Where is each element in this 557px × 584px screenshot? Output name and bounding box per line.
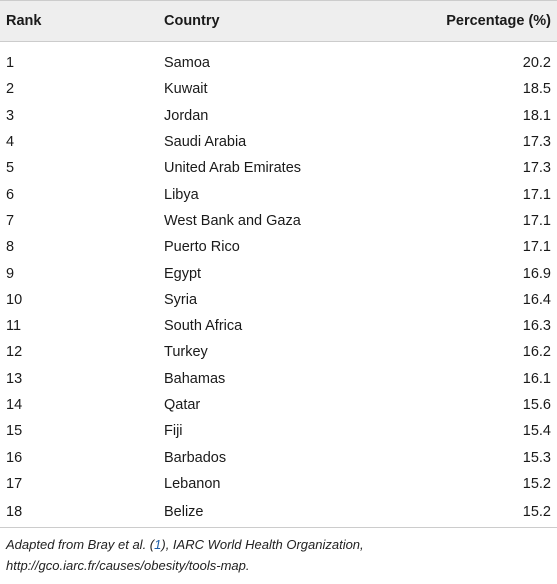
cell-percentage: 15.4 xyxy=(522,423,551,440)
table-header-row: Rank Country Percentage (%) xyxy=(0,0,557,42)
table-row: 3 Jordan 18.1 xyxy=(0,103,557,129)
cell-percentage: 16.2 xyxy=(522,344,551,361)
table-row: 5 United Arab Emirates 17.3 xyxy=(0,155,557,181)
table-row: 11 South Africa 16.3 xyxy=(0,313,557,339)
cell-rank: 9 xyxy=(6,265,15,282)
table-row: 13 Bahamas 16.1 xyxy=(0,366,557,392)
cell-rank: 14 xyxy=(6,397,23,413)
obesity-ranking-table: Rank Country Percentage (%) 1 Samoa 20.2 2 K… xyxy=(0,0,557,529)
cell-rank: 11 xyxy=(6,318,22,335)
cell-country: Kuwait xyxy=(164,81,208,98)
table-row: 9 Egypt 16.9 xyxy=(0,260,557,286)
cell-country: Fiji xyxy=(164,423,183,440)
cell-rank: 17 xyxy=(6,475,23,492)
cell-country: West Bank and Gaza xyxy=(164,212,301,229)
table-footnote: Adapted from Bray et al. (1), IARC World… xyxy=(6,534,551,576)
table-row: 1 Samoa 20.2 xyxy=(0,42,557,77)
table-row: 8 Puerto Rico 17.1 xyxy=(0,234,557,260)
table-body: 1 Samoa 20.2 2 Kuwait 18.5 3 Jordan 18.1 4 Saudi A… xyxy=(0,42,557,529)
table-row: 2 Kuwait 18.5 xyxy=(0,76,557,102)
header-rank: Rank xyxy=(0,0,164,42)
cell-country: Belize xyxy=(164,497,364,529)
cell-country: Turkey xyxy=(164,344,208,361)
cell-rank: 6 xyxy=(6,186,15,203)
table-row: 12 Turkey 16.2 xyxy=(0,339,557,365)
cell-percentage: 17.3 xyxy=(522,160,551,177)
cell-country: South Africa xyxy=(164,318,243,335)
table-row: 15 Fiji 15.4 xyxy=(0,418,557,444)
cell-percentage: 18.5 xyxy=(522,81,551,98)
cell-rank: 16 xyxy=(6,449,23,466)
cell-rank: 12 xyxy=(6,344,23,361)
cell-percentage: 16.3 xyxy=(522,318,551,335)
cell-percentage: 16.1 xyxy=(522,370,551,387)
footnote-prefix: Adapted from Bray et al. ( xyxy=(6,537,155,552)
cell-percentage: 17.3 xyxy=(522,134,551,151)
cell-country: Puerto Rico xyxy=(164,239,240,256)
cell-percentage: 15.2 xyxy=(364,497,557,529)
cell-country: Syria xyxy=(164,291,198,308)
cell-country: Egypt xyxy=(164,265,202,282)
cell-percentage: 20.2 xyxy=(522,55,551,72)
cell-rank: 15 xyxy=(6,423,23,440)
cell-rank: 3 xyxy=(6,107,15,124)
cell-percentage: 16.9 xyxy=(522,265,551,282)
cell-percentage: 17.1 xyxy=(522,186,551,203)
cell-rank: 8 xyxy=(6,239,15,256)
table-row: 16 Barbados 15.3 xyxy=(0,444,557,470)
header-percentage: Percentage (%) xyxy=(364,0,557,42)
cell-country: Lebanon xyxy=(164,475,221,492)
footnote-suffix: ), IARC World Health Organization, http:… xyxy=(6,537,364,573)
cell-country: Bahamas xyxy=(164,370,226,387)
cell-percentage: 17.1 xyxy=(522,239,551,256)
cell-percentage: 15.3 xyxy=(522,449,551,466)
table-row: 17 Lebanon 15.2 xyxy=(0,471,557,497)
cell-percentage: 15.6 xyxy=(522,397,551,413)
table-row: 7 West Bank and Gaza 17.1 xyxy=(0,208,557,234)
reference-link[interactable]: 1 xyxy=(154,537,162,552)
cell-country: Libya xyxy=(164,186,199,203)
cell-country: Barbados xyxy=(164,449,227,466)
cell-rank: 18 xyxy=(0,497,164,529)
cell-rank: 2 xyxy=(6,81,15,98)
table-row: 6 Libya 17.1 xyxy=(0,181,557,207)
data-table-container: Rank Country Percentage (%) 1 Samoa 20.2 2 K… xyxy=(0,0,557,529)
header-country: Country xyxy=(164,0,364,42)
cell-percentage: 15.2 xyxy=(522,475,551,492)
table-row: 4 Saudi Arabia 17.3 xyxy=(0,129,557,155)
table-row: 14 Qatar 15.6 xyxy=(0,392,557,418)
cell-rank: 7 xyxy=(6,212,15,229)
cell-country: United Arab Emirates xyxy=(164,160,302,177)
cell-country: Saudi Arabia xyxy=(164,134,247,151)
table-row: 18 Belize 15.2 xyxy=(0,497,557,529)
cell-percentage: 16.4 xyxy=(522,291,551,308)
cell-country: Jordan xyxy=(164,107,209,124)
cell-percentage: 17.1 xyxy=(522,212,551,229)
cell-rank: 10 xyxy=(6,291,23,308)
cell-rank: 1 xyxy=(6,55,15,72)
table-row: 10 Syria 16.4 xyxy=(0,287,557,313)
cell-country: Samoa xyxy=(164,55,210,72)
cell-rank: 5 xyxy=(6,160,15,177)
cell-rank: 13 xyxy=(6,370,23,387)
cell-rank: 4 xyxy=(6,134,15,151)
cell-country: Qatar xyxy=(164,397,201,413)
cell-percentage: 18.1 xyxy=(522,107,551,124)
